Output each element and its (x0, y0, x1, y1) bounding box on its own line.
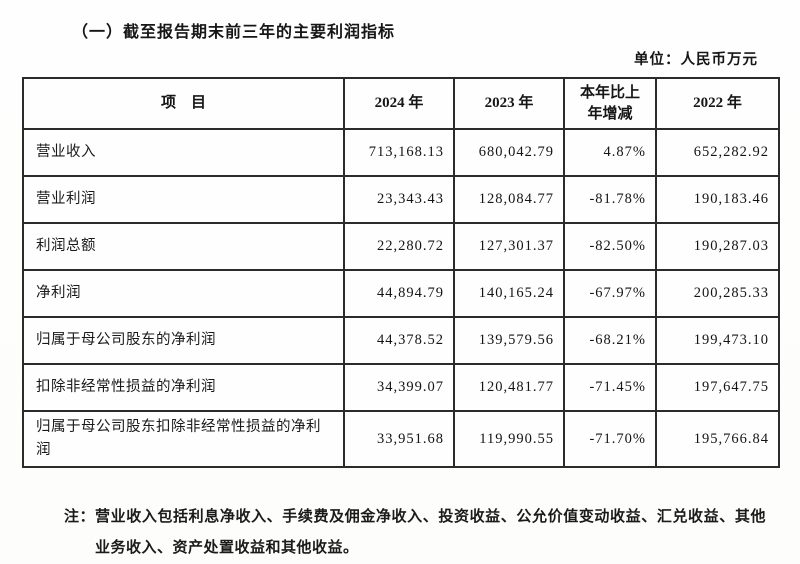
cell-change: -82.50% (563, 222, 657, 271)
row-label: 归属于母公司股东扣除非经常性损益的净利润 (22, 409, 345, 469)
row-label: 营业利润 (22, 175, 345, 224)
cell-2024: 22,280.72 (343, 222, 455, 271)
header-change-line1: 本年比上 (579, 85, 640, 102)
cell-2022: 190,183.46 (655, 175, 780, 224)
row-label-text: 归属于母公司股东扣除非经常性损益的净利润 (36, 419, 321, 459)
cell-2024: 713,168.13 (343, 128, 455, 177)
cell-2023: 119,990.55 (453, 409, 565, 469)
row-label: 归属于母公司股东的净利润 (22, 316, 345, 365)
table-row-operating-profit: 营业利润 23,343.43 128,084.77 -81.78% 190,18… (22, 175, 780, 224)
header-cell-2023: 2023 年 (453, 77, 565, 130)
table-row-total-profit: 利润总额 22,280.72 127,301.37 -82.50% 190,28… (22, 222, 780, 271)
row-label: 净利润 (22, 269, 345, 318)
cell-2024: 34,399.07 (343, 363, 455, 412)
cell-2023: 127,301.37 (453, 222, 565, 271)
header-change-line2: 年增减 (587, 105, 633, 122)
cell-2023: 140,165.24 (453, 269, 565, 318)
cell-2022: 195,766.84 (655, 409, 780, 469)
cell-change: -71.70% (563, 409, 657, 469)
cell-change: -67.97% (563, 269, 657, 318)
cell-2022: 190,287.03 (655, 222, 780, 271)
cell-2023: 128,084.77 (453, 175, 565, 224)
header-cell-2022: 2022 年 (655, 77, 780, 130)
cell-2022: 199,473.10 (655, 316, 780, 365)
row-label: 利润总额 (22, 222, 345, 271)
page-title: （一）截至报告期末前三年的主要利润指标 (72, 24, 396, 41)
cell-2022: 197,647.75 (655, 363, 780, 412)
profit-indicators-table: 项 目 2024 年 2023 年 本年比上 年增减 2022 年 营业收入 7… (22, 77, 780, 469)
cell-2024: 33,951.68 (343, 409, 455, 469)
row-label: 扣除非经常性损益的净利润 (22, 363, 345, 412)
table-row-net-profit-parent-excl-nonrecurring: 归属于母公司股东扣除非经常性损益的净利润 33,951.68 119,990.5… (22, 409, 780, 469)
row-label: 营业收入 (22, 128, 345, 177)
cell-2023: 680,042.79 (453, 128, 565, 177)
cell-2023: 139,579.56 (453, 316, 565, 365)
cell-2022: 200,285.33 (655, 269, 780, 318)
table-row-operating-revenue: 营业收入 713,168.13 680,042.79 4.87% 652,282… (22, 128, 780, 177)
cell-2023: 120,481.77 (453, 363, 565, 412)
unit-label: 单位：人民币万元 (634, 52, 758, 68)
table-row-net-profit: 净利润 44,894.79 140,165.24 -67.97% 200,285… (22, 269, 780, 318)
cell-2024: 44,894.79 (343, 269, 455, 318)
table-header-row: 项 目 2024 年 2023 年 本年比上 年增减 2022 年 (22, 77, 780, 130)
cell-change: -81.78% (563, 175, 657, 224)
cell-change: -68.21% (563, 316, 657, 365)
header-cell-change: 本年比上 年增减 (563, 77, 657, 130)
cell-2024: 44,378.52 (343, 316, 455, 365)
footnote-label: 注： (64, 509, 96, 525)
header-cell-2024: 2024 年 (343, 77, 455, 130)
table-row-net-profit-excl-nonrecurring: 扣除非经常性损益的净利润 34,399.07 120,481.77 -71.45… (22, 363, 780, 412)
footnote: 注： 营业收入包括利息净收入、手续费及佣金净收入、投资收益、公允价值变动收益、汇… (64, 502, 766, 564)
cell-change: 4.87% (563, 128, 657, 177)
footnote-text: 营业收入包括利息净收入、手续费及佣金净收入、投资收益、公允价值变动收益、汇兑收益… (95, 509, 766, 556)
header-cell-item: 项 目 (22, 77, 345, 130)
cell-2022: 652,282.92 (655, 128, 780, 177)
cell-2024: 23,343.43 (343, 175, 455, 224)
table-row-net-profit-parent: 归属于母公司股东的净利润 44,378.52 139,579.56 -68.21… (22, 316, 780, 365)
cell-change: -71.45% (563, 363, 657, 412)
